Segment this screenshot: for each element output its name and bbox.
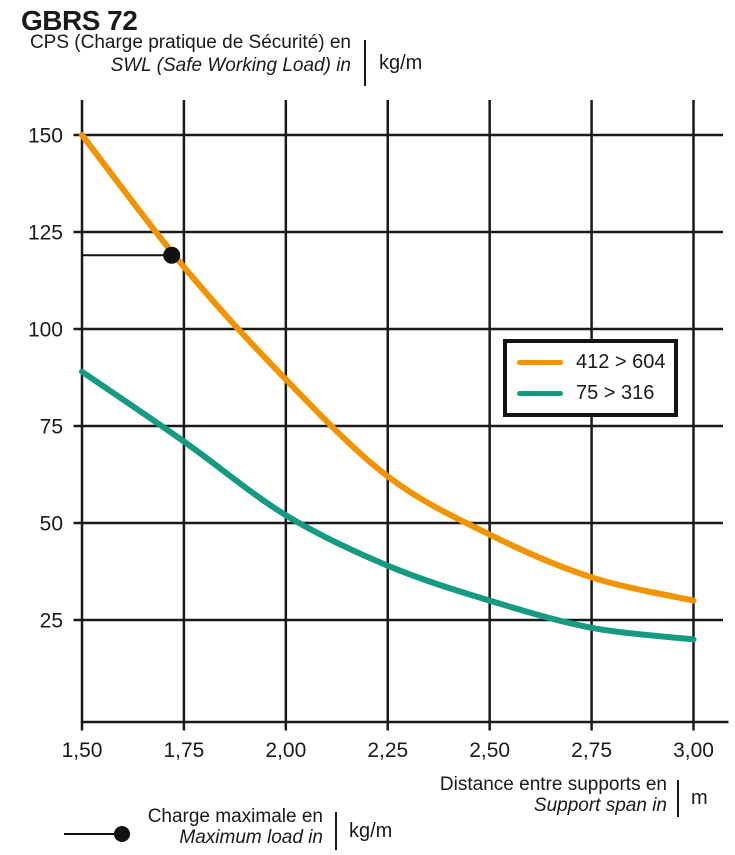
max-load-dot-icon	[114, 826, 130, 842]
legend-swatch-teal-icon	[517, 391, 563, 396]
y-tick-label: 50	[40, 513, 63, 536]
chart-title: GBRS 72	[21, 5, 138, 36]
curve-412-604	[79, 132, 697, 604]
y-tick-label: 25	[40, 610, 63, 633]
max-load-legend: Charge maximale en Maximum load in	[0, 806, 323, 848]
x-axis-unit: m	[691, 787, 708, 809]
max-load-label-fr: Charge maximale en	[147, 806, 323, 827]
x-axis-label: Distance entre supports en Support span …	[0, 774, 667, 816]
x-tick-label: 2,50	[469, 739, 510, 762]
x-tick-label: 2,75	[571, 739, 612, 762]
legend-item-412-604: 412 > 604	[517, 351, 674, 374]
x-tick-label: 2,25	[367, 739, 408, 762]
y-axis-label-fr: CPS (Charge pratique de Sécurité) en	[29, 32, 351, 53]
y-axis-label-en: SWL (Safe Working Load) in	[110, 55, 351, 76]
max-load-label-en: Maximum load in	[179, 827, 323, 848]
y-unit-divider	[364, 40, 366, 86]
x-axis-label-fr: Distance entre supports en	[439, 774, 667, 795]
max-load-unit-divider	[335, 812, 337, 850]
y-axis-label: CPS (Charge pratique de Sécurité) en SWL…	[0, 31, 351, 77]
y-tick-label: 100	[28, 319, 63, 342]
legend-label-412-604: 412 > 604	[576, 351, 666, 373]
y-tick-label: 125	[28, 222, 63, 245]
y-axis-unit: kg/m	[379, 51, 423, 74]
max-load-swatch-icon	[64, 826, 130, 842]
x-tick-label: 2,00	[265, 739, 306, 762]
legend: 412 > 604 75 > 316	[503, 339, 678, 417]
max-load-unit: kg/m	[349, 819, 393, 842]
y-tick-label: 75	[40, 416, 63, 439]
x-tick-label: 1,75	[163, 739, 204, 762]
x-tick-label: 1,50	[62, 739, 103, 762]
x-unit-divider	[677, 780, 679, 817]
x-axis-label-en: Support span in	[533, 795, 667, 816]
x-tick-label: 3,00	[673, 739, 714, 762]
legend-swatch-orange-icon	[517, 360, 563, 365]
legend-label-75-316: 75 > 316	[576, 382, 655, 404]
legend-item-75-316: 75 > 316	[517, 382, 674, 405]
max-load-indicator-dot	[163, 246, 181, 264]
curve-75-316	[79, 368, 697, 643]
y-tick-label: 150	[28, 125, 63, 148]
